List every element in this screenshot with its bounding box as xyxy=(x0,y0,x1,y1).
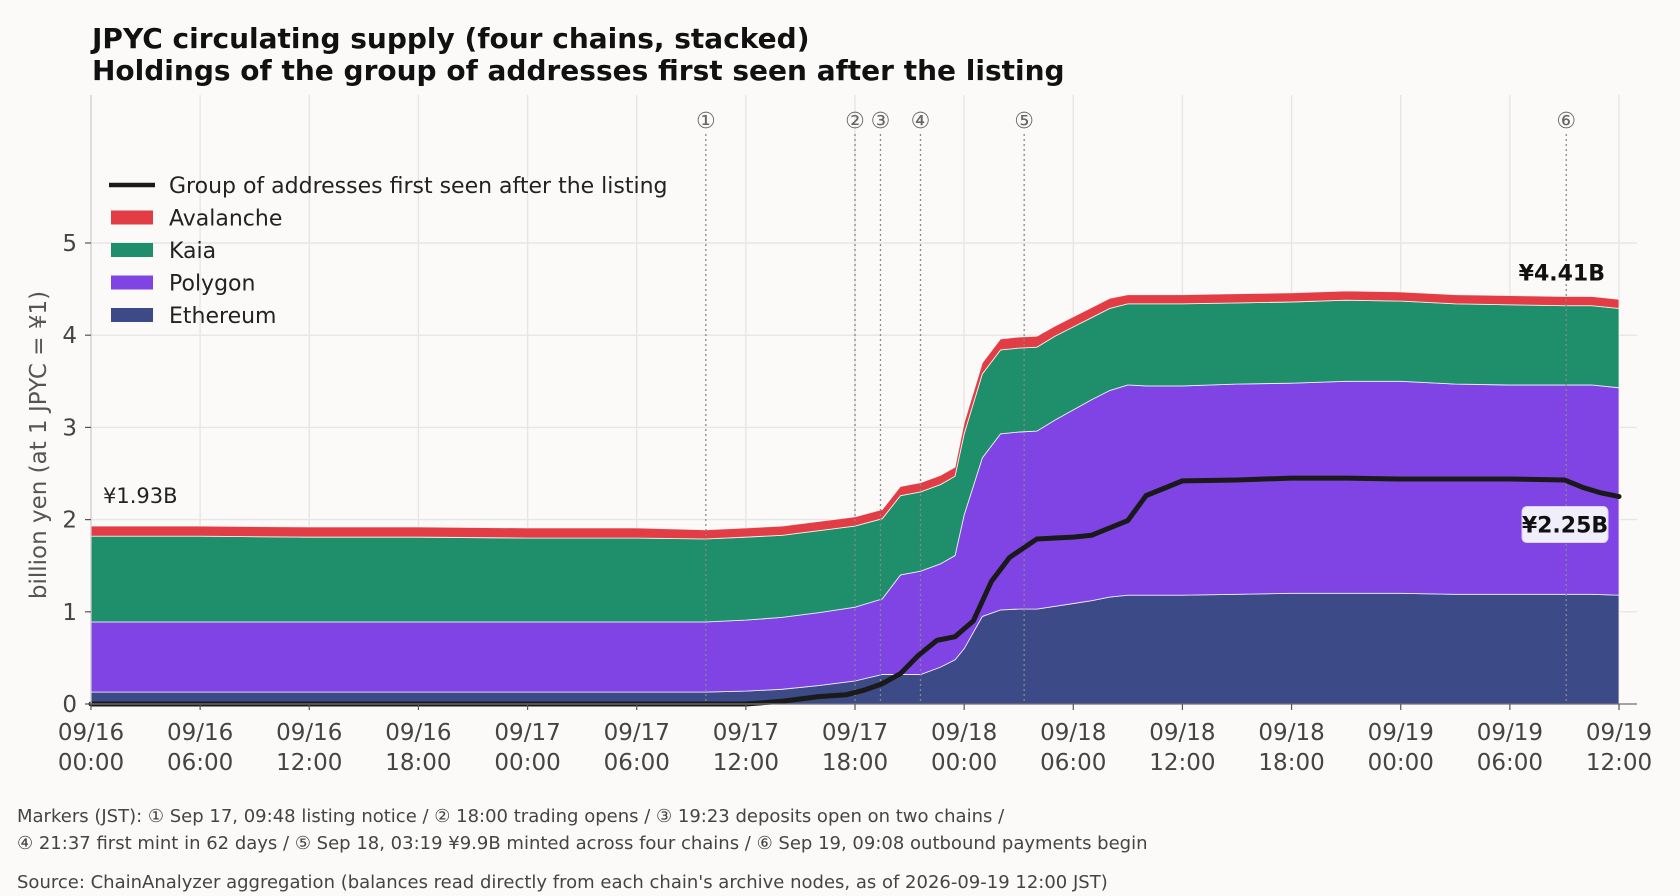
x-tick-label-date: 09/16 xyxy=(385,720,451,746)
y-tick-label: 1 xyxy=(62,600,77,626)
x-tick-label-time: 00:00 xyxy=(494,750,560,776)
x-tick-label-time: 12:00 xyxy=(1149,750,1215,776)
legend-label: Ethereum xyxy=(169,304,276,329)
x-tick-label-time: 00:00 xyxy=(931,750,997,776)
x-tick-label-time: 00:00 xyxy=(58,750,124,776)
x-tick-label-time: 00:00 xyxy=(1368,750,1434,776)
marker-label: ② xyxy=(845,109,865,134)
x-tick-label-time: 12:00 xyxy=(1586,750,1652,776)
y-tick-label: 2 xyxy=(62,508,77,534)
x-tick-label-date: 09/17 xyxy=(494,720,560,746)
source-note: Source: ChainAnalyzer aggregation (balan… xyxy=(17,872,1108,893)
x-tick-label-time: 12:00 xyxy=(713,750,779,776)
x-tick-label-date: 09/17 xyxy=(822,720,888,746)
x-tick-label-time: 06:00 xyxy=(1040,750,1106,776)
legend-swatch-kaia xyxy=(111,243,153,257)
area-avalanche xyxy=(90,290,1620,540)
marker-label: ⑥ xyxy=(1556,109,1576,134)
x-tick-label-date: 09/18 xyxy=(1040,720,1106,746)
legend-swatch-ethereum xyxy=(111,308,153,322)
end-total-label: ¥4.41B xyxy=(1519,261,1605,286)
y-tick-label: 4 xyxy=(62,323,77,349)
x-tick-label-date: 09/19 xyxy=(1477,720,1543,746)
x-tick-label-date: 09/18 xyxy=(931,720,997,746)
x-tick-label-date: 09/16 xyxy=(167,720,233,746)
x-tick-label-time: 18:00 xyxy=(385,750,451,776)
end-line-label: ¥2.25B xyxy=(1522,514,1608,539)
x-tick-label-time: 06:00 xyxy=(604,750,670,776)
y-tick-label: 5 xyxy=(62,231,77,257)
legend-swatch-avalanche xyxy=(111,210,153,225)
axes: 0 1 2 3 4 5 09/16 00:00 09/16 06:00 09/16 12:00 09/1… xyxy=(58,95,1652,776)
legend-label: Group of addresses first seen after the … xyxy=(169,174,668,199)
value-annotations: ¥1.93B ¥4.41B ¥2.25B xyxy=(103,261,1609,544)
markers-note-line1: Markers (JST): ① Sep 17, 09:48 listing n… xyxy=(17,806,1005,827)
x-tick-label-date: 09/17 xyxy=(604,720,670,746)
legend: Group of addresses first seen after the … xyxy=(109,174,668,329)
y-tick-label: 3 xyxy=(62,415,77,441)
series-line xyxy=(88,475,1622,707)
stacked-areas xyxy=(90,290,1620,705)
x-tick-label-date: 09/18 xyxy=(1149,720,1215,746)
legend-label: Avalanche xyxy=(169,207,282,232)
x-tick-label-date: 09/19 xyxy=(1368,720,1434,746)
chart-subtitle: Holdings of the group of addresses first… xyxy=(92,54,1065,87)
markers-note-line2: ④ 21:37 first mint in 62 days / ⑤ Sep 18… xyxy=(17,833,1148,854)
y-tick-label: 0 xyxy=(62,692,77,718)
y-axis-label: billion yen (at 1 JPYC = ¥1) xyxy=(26,291,52,599)
marker-label: ① xyxy=(696,109,716,134)
legend-label: Polygon xyxy=(169,272,255,297)
x-tick-label-date: 09/16 xyxy=(276,720,342,746)
x-tick-label-time: 12:00 xyxy=(276,750,342,776)
x-tick-label-time: 18:00 xyxy=(1258,750,1324,776)
x-tick-label-date: 09/17 xyxy=(713,720,779,746)
x-tick-label-date: 09/18 xyxy=(1258,720,1324,746)
x-tick-label-date: 09/16 xyxy=(58,720,124,746)
marker-label: ⑤ xyxy=(1014,109,1034,134)
x-tick-label-time: 18:00 xyxy=(822,750,888,776)
marker-label: ③ xyxy=(871,109,891,134)
end-line-label-box xyxy=(1521,506,1609,544)
address-group-line xyxy=(88,475,1622,707)
marker-label: ④ xyxy=(911,109,931,134)
x-tick-label-time: 06:00 xyxy=(1477,750,1543,776)
x-tick-label-date: 09/19 xyxy=(1586,720,1652,746)
start-total-label: ¥1.93B xyxy=(103,484,178,508)
legend-swatch-polygon xyxy=(111,275,153,290)
legend-label: Kaia xyxy=(169,239,216,264)
chart-title: JPYC circulating supply (four chains, st… xyxy=(90,22,810,55)
x-tick-label-time: 06:00 xyxy=(167,750,233,776)
